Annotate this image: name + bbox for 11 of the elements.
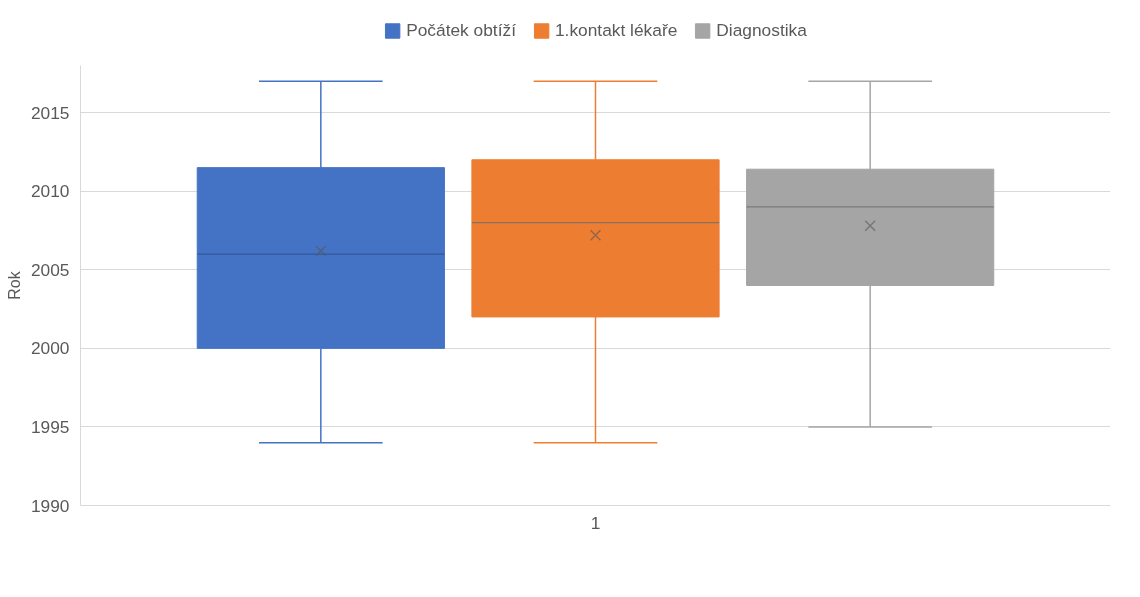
y-tick-label: 2010 xyxy=(30,181,70,202)
legend-label: Počátek obtíží xyxy=(406,19,516,41)
y-tick-label: 1995 xyxy=(30,416,70,437)
legend-label: 1.kontakt lékaře xyxy=(554,19,678,41)
x-tick-label: 1 xyxy=(590,512,601,533)
y-axis-title: Rok xyxy=(5,270,23,300)
y-tick-label: 2015 xyxy=(30,102,70,123)
legend-label: Diagnostika xyxy=(716,19,807,41)
y-tick-label: 2000 xyxy=(30,338,70,359)
y-tick-label: 2005 xyxy=(30,259,70,280)
y-tick-label: 1990 xyxy=(30,495,70,516)
